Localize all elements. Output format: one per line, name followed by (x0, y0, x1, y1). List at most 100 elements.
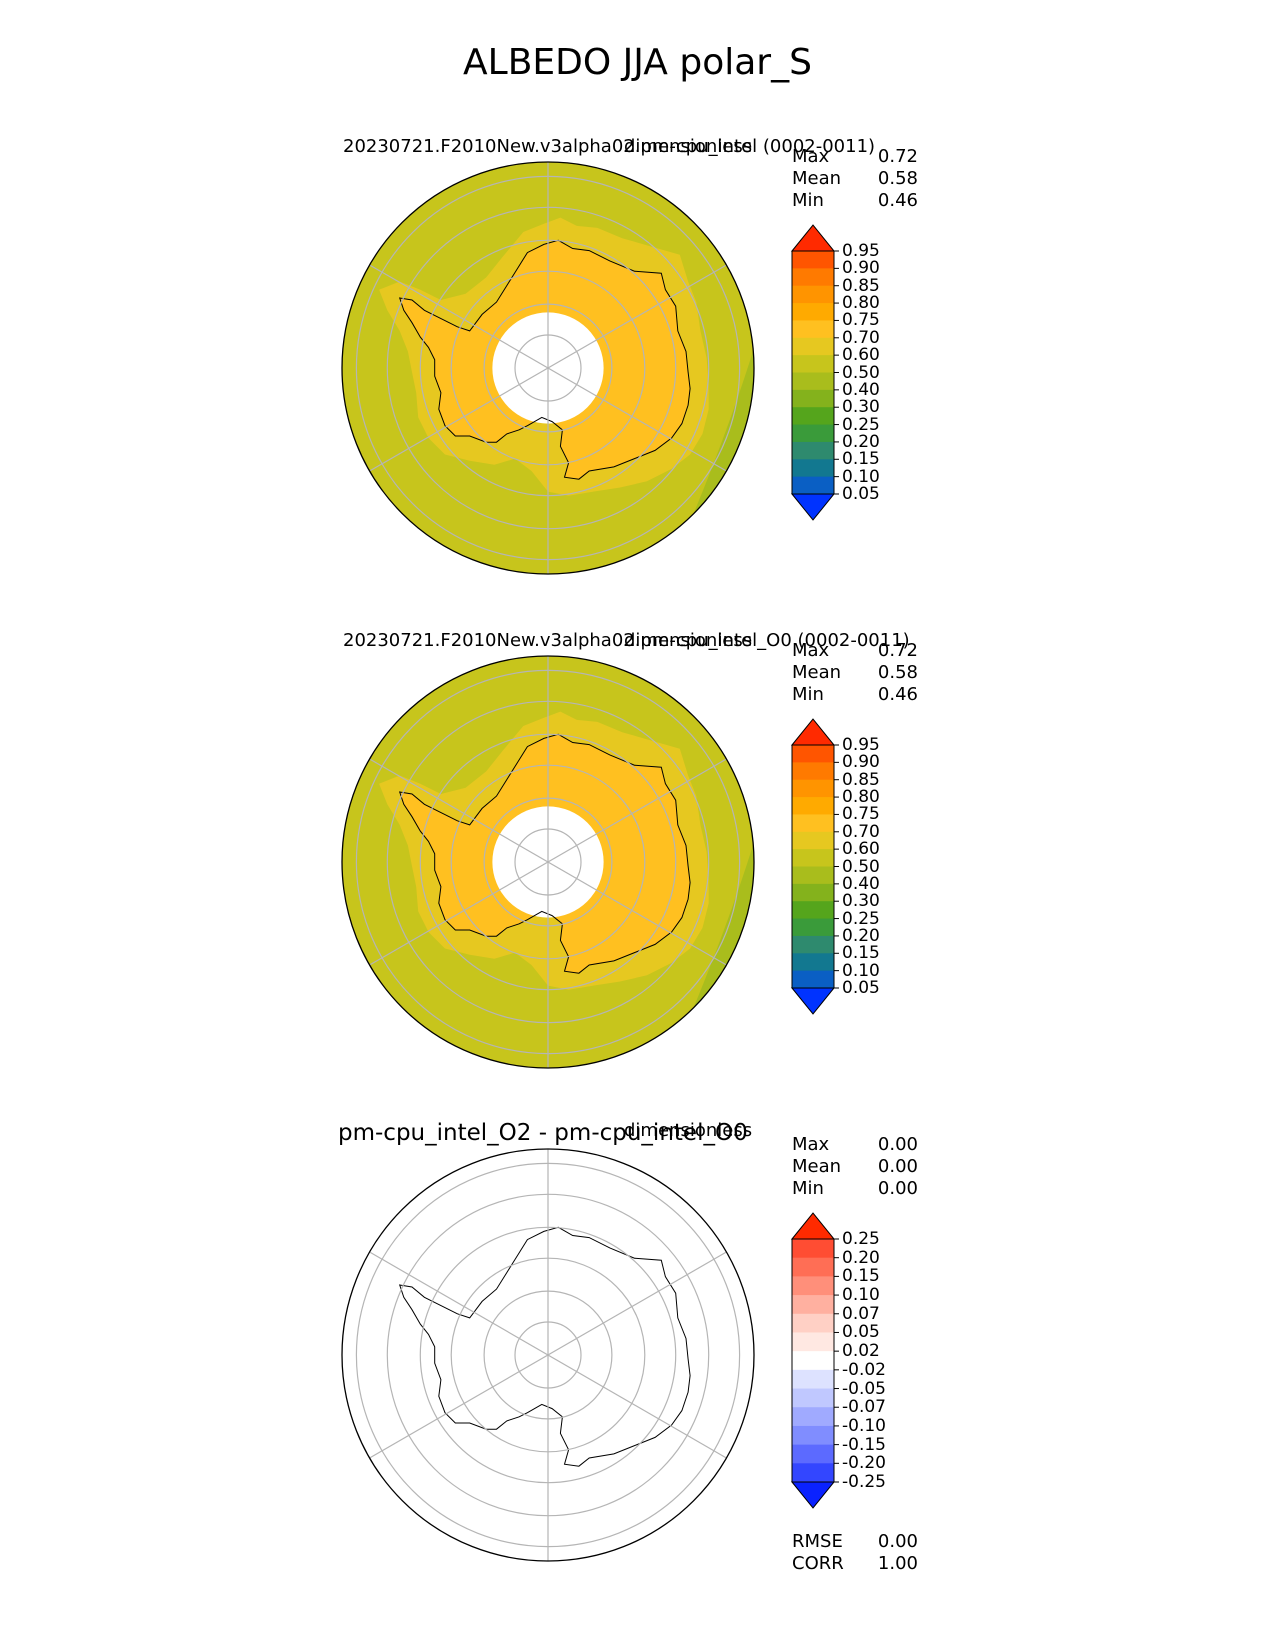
panel-title: 20230721.F2010New.v3alpha02.pm-cpu_intel… (343, 630, 910, 651)
colorbar-swatch (792, 1332, 834, 1352)
colorbar-swatch (792, 883, 834, 902)
stat-max-label: Max (792, 1134, 830, 1155)
colorbar-tick-label: 0.85 (842, 275, 880, 296)
rmse-value: 0.00 (877, 1531, 918, 1552)
map-panel-1 (342, 656, 754, 1068)
colorbar-swatch (792, 762, 834, 781)
colorbar-outline (791, 1238, 835, 1483)
colorbar-tick-label: -0.20 (842, 1453, 886, 1474)
colorbar-tick-label: 0.60 (842, 839, 880, 860)
colorbar-tick-label: 0.80 (842, 293, 880, 314)
colorbar-tick-label: 0.15 (842, 449, 880, 470)
colorbar-tick-label: 0.70 (842, 327, 880, 348)
colorbar-tick-label: 0.95 (842, 241, 880, 261)
colorbar-tick-label: 0.75 (842, 310, 880, 331)
colorbar-tick-label: -0.05 (842, 1378, 886, 1399)
colorbar-tick-label: 0.30 (842, 891, 880, 912)
colorbar-tick-label: 0.20 (842, 431, 880, 452)
colorbar-tick-label: 0.95 (842, 735, 880, 755)
colorbar-swatch (792, 1295, 834, 1315)
colorbar-tick-label: 0.25 (842, 414, 880, 435)
colorbar-tick-label: 0.75 (842, 804, 880, 825)
panel-title: 20230721.F2010New.v3alpha02.pm-cpu_intel… (343, 136, 876, 157)
coastline (398, 239, 691, 480)
colorbar-swatch (792, 1388, 834, 1408)
colorbar-swatch (792, 1407, 834, 1427)
rmse-label: RMSE (792, 1531, 843, 1552)
colorbar-tick-label: -0.10 (842, 1415, 886, 1436)
map-panel-2 (342, 1149, 754, 1561)
colorbar-swatch (792, 953, 834, 972)
colorbar (790, 718, 839, 1015)
colorbar-swatch (792, 866, 834, 885)
panel-units: dimensionless (624, 136, 753, 157)
colorbar-swatch (792, 337, 834, 356)
colorbar-tick-label: 0.70 (842, 821, 880, 842)
colorbar-extend-max (790, 224, 836, 252)
colorbar-tick-label: 0.10 (842, 960, 880, 981)
map-boundary (341, 1148, 755, 1562)
panel-units: dimensionless (624, 1120, 753, 1141)
colorbar-extend-max (790, 718, 836, 746)
figure-title: ALBEDO JJA polar_S (463, 42, 812, 83)
colorbar-swatch (792, 797, 834, 815)
colorbar-swatch (792, 372, 834, 391)
longitude-gridline (369, 264, 727, 472)
colorbar-tick-label: 0.25 (842, 908, 880, 929)
stat-mean-value: 0.58 (877, 168, 918, 189)
colorbar-swatch (792, 935, 834, 954)
map-boundary (341, 161, 755, 575)
colorbar-swatch (792, 745, 834, 763)
colorbar-swatch (792, 476, 834, 495)
colorbar-swatch (792, 1369, 834, 1390)
colorbar-tick-label: 0.90 (842, 258, 880, 279)
colorbar-extend-min (790, 1481, 836, 1509)
coastline (398, 1226, 691, 1467)
colorbar (790, 1212, 839, 1509)
colorbar-tick-label: 0.20 (842, 925, 880, 946)
colorbar-swatch (792, 970, 834, 989)
colorbar-tick-label: 0.40 (842, 379, 880, 400)
colorbar-tick-label: 0.02 (842, 1341, 880, 1362)
colorbar-tick-label: -0.25 (842, 1472, 886, 1492)
colorbar-extend-min (790, 493, 836, 521)
stat-mean-label: Mean (792, 662, 842, 683)
colorbar-swatch (792, 831, 834, 850)
colorbar-swatch (792, 424, 834, 443)
colorbar-tick-label: 0.90 (842, 752, 880, 773)
colorbar-swatch (792, 918, 834, 937)
colorbar-tick-label: -0.07 (842, 1397, 886, 1418)
colorbar-swatch (792, 441, 834, 460)
colorbar-swatch (792, 355, 834, 373)
stat-mean-value: 0.58 (877, 662, 918, 683)
colorbar-tick-label: -0.02 (842, 1359, 886, 1380)
colorbar-tick-label: 0.10 (842, 1285, 880, 1306)
colorbar-tick-label: 0.05 (842, 978, 880, 998)
panel-units: dimensionless (624, 630, 753, 651)
colorbar-swatch (792, 459, 834, 478)
coastline (398, 733, 691, 974)
stat-max-value: 0.72 (877, 146, 918, 167)
colorbar-swatch (792, 268, 834, 287)
colorbar (790, 224, 839, 521)
colorbar-tick-label: 0.85 (842, 769, 880, 790)
colorbar-swatch (792, 849, 834, 867)
stat-max-value: 0.00 (877, 1134, 918, 1155)
stat-min-label: Min (792, 190, 824, 211)
colorbar-tick-label: -0.15 (842, 1434, 886, 1455)
colorbar-swatch (792, 1239, 834, 1259)
colorbar-tick-label: 0.50 (842, 362, 880, 383)
colorbar-swatch (792, 285, 834, 304)
stat-max-label: Max (792, 146, 830, 167)
map-boundary (341, 655, 755, 1069)
stat-max-label: Max (792, 640, 830, 661)
colorbar-swatch (792, 389, 834, 408)
colorbar-tick-label: 0.10 (842, 466, 880, 487)
longitude-gridline (369, 758, 727, 966)
stat-min-value: 0.00 (877, 1178, 918, 1199)
map-panel-0 (342, 162, 754, 574)
stat-mean-label: Mean (792, 168, 842, 189)
corr-value: 1.00 (877, 1553, 918, 1574)
colorbar-extend-min (790, 987, 836, 1015)
